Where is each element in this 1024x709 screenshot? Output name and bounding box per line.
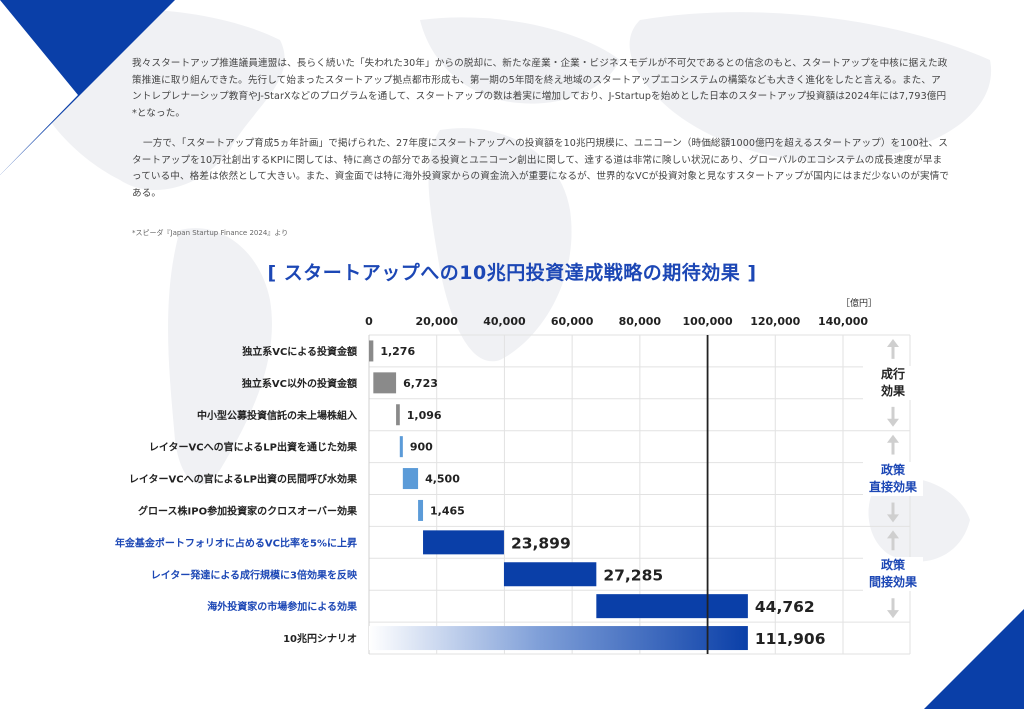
intro-paragraph-1: 我々スタートアップ推進議員連盟は、長らく続いた「失われた30年」からの脱却に、新…	[132, 58, 948, 119]
category-label: 独立系VC以外の投資金額	[242, 377, 357, 390]
bar	[396, 404, 400, 426]
category-label: 中小型公募投資信託の未上場株組入	[197, 409, 357, 422]
category-label: レイターVCへの官によるLP出資の民間呼び水効果	[129, 473, 358, 486]
data-label: 111,906	[755, 630, 826, 648]
x-tick-label: 60,000	[551, 315, 594, 328]
bar	[418, 499, 424, 521]
data-label: 23,899	[511, 534, 571, 552]
arrow-up-icon	[887, 434, 899, 443]
x-tick-label: 80,000	[619, 315, 662, 328]
bar	[503, 562, 597, 587]
data-label: 1,276	[380, 345, 415, 358]
x-tick-label: 120,000	[750, 315, 800, 328]
corner-decoration-bottom-right	[924, 609, 1024, 709]
group-label: 成行 効果	[863, 365, 923, 400]
data-label: 1,096	[407, 409, 442, 422]
footnote: *スピーダ『Japan Startup Finance 2024』より	[132, 229, 289, 237]
bar	[369, 626, 748, 651]
category-label: 10兆円シナリオ	[283, 632, 357, 645]
unit-label: ［億円］	[841, 297, 877, 309]
bar	[369, 340, 374, 362]
x-tick-label: 20,000	[415, 315, 458, 328]
bar	[596, 594, 748, 619]
data-label: 900	[410, 441, 433, 454]
category-label: レイター発達による成行規模に3倍効果を反映	[151, 568, 358, 581]
chart-title: [ スタートアップへの10兆円投資達成戦略の期待効果 ]	[267, 262, 757, 284]
bar	[399, 436, 403, 458]
data-label: 44,762	[755, 598, 815, 616]
group-label: 政策 間接効果	[863, 557, 923, 592]
x-tick-label: 140,000	[818, 315, 868, 328]
data-label: 1,465	[430, 504, 465, 517]
x-tick-label: 100,000	[683, 315, 733, 328]
data-label: 27,285	[603, 566, 663, 584]
intro-paragraph-2: 一方で、「スタートアップ育成5ヵ年計画」で掲げられた、27年度にスタートアップへ…	[132, 138, 950, 199]
category-label: 海外投資家の市場参加による効果	[207, 600, 358, 613]
arrow-down-icon	[887, 418, 899, 427]
arrow-up-icon	[887, 530, 899, 539]
bar	[423, 530, 504, 555]
arrow-down-icon	[887, 610, 899, 619]
category-label: グロース株IPO参加投資家のクロスオーバー効果	[138, 504, 358, 517]
data-label: 6,723	[403, 377, 438, 390]
arrow-up-icon	[887, 339, 899, 347]
category-label: 独立系VCによる投資金額	[242, 345, 357, 358]
data-label: 4,500	[425, 473, 460, 486]
group-label: 政策 直接効果	[863, 461, 923, 496]
bar	[373, 372, 397, 394]
category-label: 年金基金ポートフォリオに占めるVC比率を5%に上昇	[115, 536, 357, 549]
category-label: レイターVCへの官によるLP出資を通じた効果	[149, 441, 358, 454]
intro-text: 我々スタートアップ推進議員連盟は、長らく続いた「失われた30年」からの脱却に、新…	[132, 56, 950, 202]
x-tick-label: 0	[365, 315, 373, 328]
arrow-down-icon	[887, 514, 899, 523]
bar	[402, 468, 419, 490]
x-tick-label: 40,000	[483, 315, 526, 328]
corner-decoration-top-left	[0, 0, 175, 175]
